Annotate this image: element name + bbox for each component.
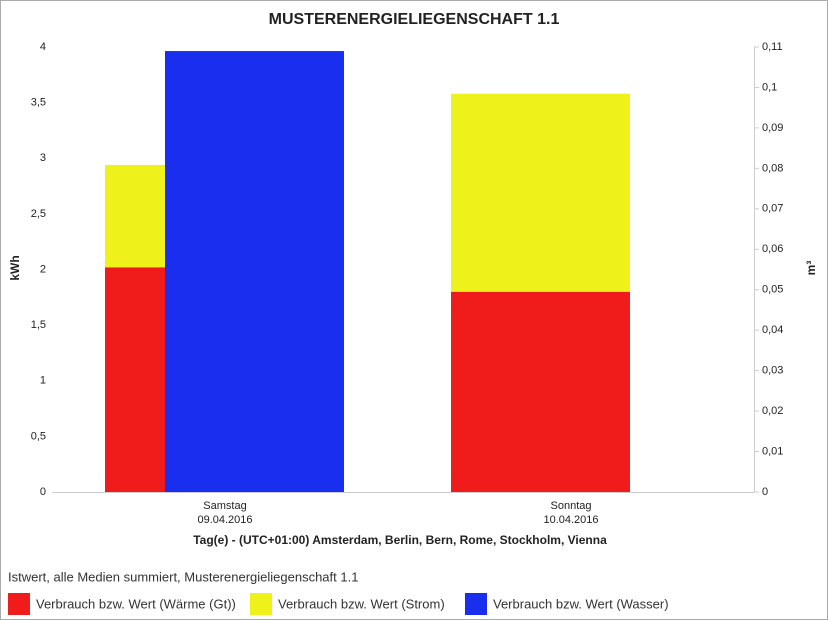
x-axis-title: Tag(e) - (UTC+01:00) Amsterdam, Berlin, … [193,533,607,547]
chart-title: MUSTERENERGIELIEGENSCHAFT 1.1 [269,11,560,28]
y2-tick-label: 0,04 [762,324,783,336]
x-tick-label: Samstag [203,500,246,512]
y-tick-label: 1,5 [31,319,46,331]
y2-tick-label: 0,08 [762,162,783,174]
y-axis-title: kWh [8,255,22,280]
legend-label: Verbrauch bzw. Wert (Wasser) [493,596,669,611]
y-tick-label: 0,5 [31,430,46,442]
legend-swatch [8,593,30,615]
x-tick-label: 10.04.2016 [543,514,598,526]
y2-tick-label: 0,06 [762,243,783,255]
y-tick-label: 0 [40,486,46,498]
legend-label: Verbrauch bzw. Wert (Wärme (Gt)) [36,596,236,611]
legend-label: Verbrauch bzw. Wert (Strom) [278,596,445,611]
bar [451,291,630,492]
y-tick-label: 2,5 [31,208,46,220]
y-tick-label: 3 [40,152,46,164]
y2-tick-label: 0,07 [762,203,783,215]
x-tick-label: Sonntag [551,500,592,512]
y2-tick-label: 0,11 [762,41,783,53]
legend-swatch [465,593,487,615]
legend-title: Istwert, alle Medien summiert, Musterene… [8,569,358,584]
y2-tick-label: 0,03 [762,365,783,377]
y2-tick-label: 0,1 [762,81,777,93]
y-tick-label: 4 [40,41,46,53]
bar [451,93,630,292]
bar [165,51,344,492]
legend-swatch [250,593,272,615]
y2-tick-label: 0,01 [762,445,783,457]
y2-tick-label: 0,09 [762,122,783,134]
x-tick-label: 09.04.2016 [197,514,252,526]
y-tick-label: 1 [40,375,46,387]
y2-axis-title: m³ [804,261,818,276]
y2-tick-label: 0,05 [762,284,783,296]
y-tick-label: 2 [40,263,46,275]
y-tick-label: 3,5 [31,97,46,109]
y2-tick-label: 0 [762,486,768,498]
y2-tick-label: 0,02 [762,405,783,417]
